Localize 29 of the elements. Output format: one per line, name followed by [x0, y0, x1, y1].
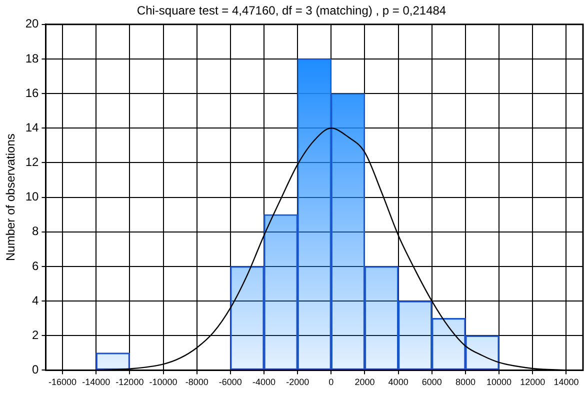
y-tick-label: 4	[32, 293, 40, 308]
y-axis-title: Number of observations	[4, 134, 18, 262]
x-tick-label: 0	[328, 377, 334, 388]
x-tick-label: 8000	[455, 377, 476, 388]
y-tick-label: 14	[25, 120, 40, 134]
x-tick-label: 12000	[520, 377, 546, 388]
x-tick-label: -14000	[82, 377, 110, 388]
x-tick-label: 14000	[554, 377, 579, 388]
y-tick-label: 20	[25, 16, 40, 31]
x-tick-label: 6000	[422, 377, 442, 388]
y-tick-label: 2	[32, 328, 40, 342]
x-tick-label: 10000	[486, 377, 512, 388]
x-tick-label: -10000	[149, 377, 178, 388]
y-tick-label: 6	[32, 258, 40, 273]
x-tick-label: 2000	[354, 377, 375, 388]
chart-title: Chi-square test = 4,47160, df = 3 (matching) , p = 0,21484	[136, 4, 446, 18]
x-tick-label: -4000	[252, 377, 276, 388]
y-tick-label: 16	[25, 86, 40, 100]
y-tick-label: 8	[32, 224, 40, 238]
x-tick-label: -6000	[218, 377, 242, 388]
x-tick-label: 4000	[388, 377, 408, 388]
y-tick-label: 18	[25, 51, 40, 66]
x-tick-label: -16000	[48, 377, 77, 388]
x-tick-label: -8000	[185, 377, 208, 388]
y-tick-label: 10	[25, 190, 40, 204]
x-tick-label: -2000	[286, 377, 310, 388]
x-tick-label: -12000	[116, 377, 144, 388]
y-tick-label: 12	[25, 155, 40, 170]
y-tick-label: 0	[32, 362, 40, 377]
